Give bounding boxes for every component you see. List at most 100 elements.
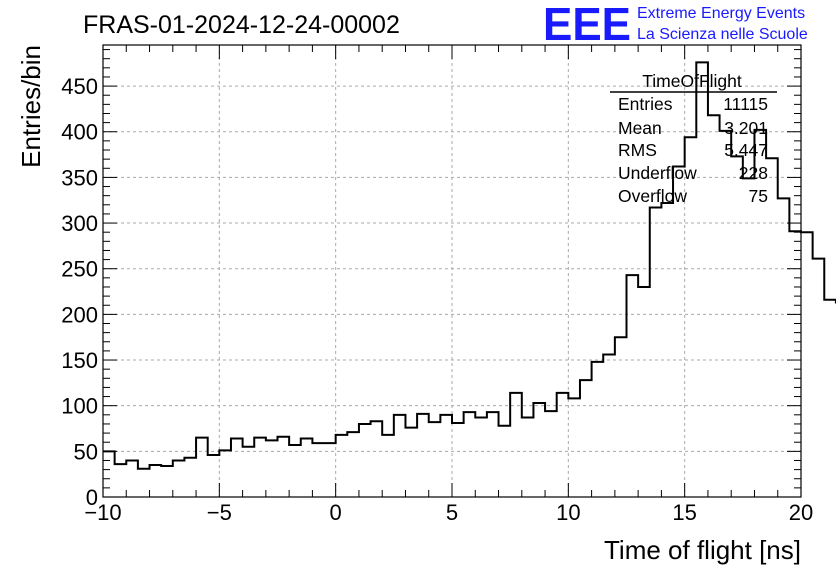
- histogram-bin: [766, 158, 778, 497]
- histogram-bin: [219, 450, 231, 497]
- histogram-bin: [661, 203, 673, 497]
- y-tick-label: 350: [61, 165, 98, 190]
- histogram-bin: [324, 443, 336, 497]
- y-tick-labels: 0 50 100 150 200 250 300 350 400 450: [61, 74, 98, 510]
- x-tick-label: −5: [207, 500, 232, 525]
- logo-line-1: Extreme Energy Events: [637, 5, 805, 22]
- chart-title: FRAS-01-2024-12-24-00002: [83, 11, 400, 39]
- x-tick-label: 5: [446, 500, 458, 525]
- histogram-bin: [254, 438, 266, 497]
- histogram-bin: [126, 460, 138, 497]
- histogram-bin: [475, 418, 487, 497]
- histogram-bin: [545, 411, 557, 497]
- histogram-bin: [603, 355, 615, 497]
- histogram-bin: [522, 418, 534, 497]
- y-tick-label: 100: [61, 394, 98, 419]
- histogram-bin: [824, 300, 836, 497]
- stats-row-underflow: Underflow 228: [618, 163, 768, 183]
- histogram-bin: [278, 437, 290, 497]
- histogram-bin: [731, 156, 743, 497]
- histogram-bin: [382, 435, 394, 497]
- histogram-bin: [568, 398, 580, 497]
- x-tick-label: 15: [672, 500, 696, 525]
- histogram-bin: [394, 415, 406, 497]
- histogram-bin: [115, 464, 127, 497]
- stats-row-rms: RMS 5.447: [618, 140, 768, 160]
- histogram-bin: [359, 424, 371, 497]
- stats-label: RMS: [618, 140, 657, 160]
- histogram-bin: [196, 438, 208, 497]
- histogram-bin: [638, 287, 650, 497]
- histogram-bin: [173, 460, 185, 497]
- stats-value: 11115: [723, 94, 768, 114]
- histogram-bins: [103, 61, 836, 497]
- histogram-bin: [161, 466, 173, 497]
- histogram-bin: [533, 403, 545, 497]
- histogram-bin: [708, 115, 720, 497]
- histogram-bin: [754, 130, 766, 497]
- histogram-bin: [231, 439, 243, 497]
- histogram-bin: [452, 423, 464, 497]
- stats-row-overflow: Overflow 75: [618, 186, 768, 206]
- eee-logo-mark: EEE: [543, 0, 631, 50]
- stats-box-title: TimeOfFlight: [642, 71, 742, 91]
- stats-row-entries: Entries 11115: [618, 94, 768, 114]
- stats-box: TimeOfFlight Entries 11115 Mean 3.201 RM…: [610, 71, 777, 206]
- histogram-bin: [499, 426, 511, 497]
- stats-label: Underflow: [618, 163, 697, 183]
- x-tick-label: 0: [330, 500, 342, 525]
- histogram-bin: [487, 412, 499, 497]
- x-tick-label: −10: [84, 500, 121, 525]
- x-tick-label: 20: [789, 500, 813, 525]
- histogram-bin: [615, 337, 627, 497]
- y-tick-label: 150: [61, 348, 98, 373]
- stats-label: Overflow: [618, 186, 687, 206]
- histogram-bin: [580, 380, 592, 497]
- y-tick-label: 400: [61, 120, 98, 145]
- stats-value: 228: [739, 163, 768, 183]
- histogram-outline: [103, 61, 836, 470]
- histogram-bin: [696, 62, 708, 497]
- y-tick-label: 50: [74, 439, 98, 464]
- histogram-bin: [778, 198, 790, 497]
- y-tick-label: 250: [61, 257, 98, 282]
- grid-lines: [103, 45, 801, 497]
- histogram-bin: [743, 178, 755, 497]
- x-axis-title: Time of flight [ns]: [604, 535, 801, 565]
- logo-line-2: La Scienza nelle Scuole: [637, 26, 808, 43]
- axis-ticks: [102, 45, 802, 498]
- stats-row-mean: Mean 3.201: [618, 118, 768, 138]
- histogram-bin: [464, 412, 476, 497]
- histogram-bin: [289, 445, 301, 497]
- histogram-bin: [301, 439, 313, 497]
- histogram-bin: [138, 469, 150, 497]
- x-tick-labels: −10 −5 0 5 10 15 20: [84, 500, 813, 525]
- stats-value: 5.447: [724, 140, 768, 160]
- histogram-bin: [371, 421, 383, 497]
- histogram-bin: [312, 443, 324, 497]
- histogram-bin: [243, 447, 255, 497]
- stats-value: 3.201: [724, 118, 768, 138]
- eee-logo: EEE Extreme Energy Events La Scienza nel…: [543, 0, 808, 50]
- stats-value: 75: [749, 186, 768, 206]
- histogram-bin: [440, 415, 452, 497]
- histogram-bin: [557, 393, 569, 497]
- histogram-bin: [405, 428, 417, 497]
- histogram-bin: [347, 432, 359, 497]
- stats-label: Entries: [618, 94, 673, 114]
- y-tick-label: 300: [61, 211, 98, 236]
- histogram-bin: [650, 208, 662, 497]
- y-tick-label: 0: [86, 485, 98, 510]
- stats-label: Mean: [618, 118, 662, 138]
- histogram-bin: [266, 440, 278, 497]
- histogram-bin: [720, 131, 732, 497]
- histogram-bin: [673, 166, 685, 497]
- histogram-bin: [103, 451, 115, 497]
- x-tick-label: 10: [556, 500, 580, 525]
- histogram-bin: [429, 422, 441, 497]
- histogram-bin: [627, 275, 639, 497]
- y-tick-label: 450: [61, 74, 98, 99]
- histogram-bin: [813, 259, 825, 497]
- histogram-bin: [417, 414, 429, 497]
